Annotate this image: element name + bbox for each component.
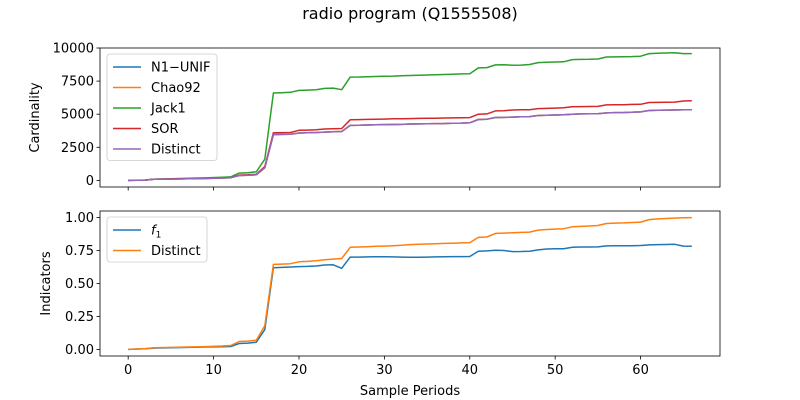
series-line-0-4 — [128, 108, 692, 182]
x-tick-label-1-1: 10 — [205, 363, 222, 378]
legend-label-0-1: Chao92 — [151, 81, 201, 96]
y-tick-label-0-0: 0 — [86, 174, 94, 189]
y-tick-label-0-1: 2500 — [61, 141, 94, 156]
legend-label-0-2: Jack1 — [150, 102, 186, 117]
y-tick-label-0-4: 10000 — [53, 42, 94, 57]
x-tick-label-1-2: 20 — [291, 363, 308, 378]
y-tick-label-0-3: 7500 — [61, 75, 94, 90]
x-tick-label-1-4: 40 — [462, 363, 479, 378]
y-tick-label-1-0: 0.00 — [65, 343, 94, 358]
y-tick-label-1-1: 0.25 — [65, 310, 94, 325]
legend-label-0-4: Distinct — [151, 143, 201, 158]
y-tick-label-1-3: 0.75 — [65, 244, 94, 259]
x-tick-label-1-6: 60 — [632, 363, 649, 378]
legend-label-1-1: Distinct — [151, 244, 201, 259]
y-tick-label-0-2: 5000 — [61, 108, 94, 123]
plot-frame-0 — [99, 47, 721, 188]
x-tick-label-1-0: 0 — [124, 363, 132, 378]
series-line-1-0 — [128, 243, 692, 351]
series-line-0-2 — [128, 52, 692, 182]
x-tick-label-1-5: 50 — [547, 363, 564, 378]
cardinality-chart: 0 2500 5000 7500 10000 Cardinality N1−UNIF Chao… — [28, 42, 721, 191]
legend-label-0-3: SOR — [151, 122, 179, 137]
y-tick-label-1-2: 0.50 — [65, 277, 94, 292]
indicators-chart: 0 10 20 30 40 50 60 0.00 0.25 0.50 0.75 1.00 Indicat… — [39, 210, 721, 399]
legend-label-0-0: N1−UNIF — [151, 61, 210, 76]
legend-label-1-0: f1 — [151, 224, 161, 241]
x-tick-label-1-3: 30 — [376, 363, 393, 378]
series-line-1-1 — [128, 216, 692, 351]
y-axis-label-0: Cardinality — [28, 82, 43, 153]
figure-title: radio program (Q1555508) — [302, 4, 518, 23]
y-tick-label-1-4: 1.00 — [65, 211, 94, 226]
y-axis-label-1: Indicators — [39, 251, 54, 315]
x-axis-label-1: Sample Periods — [360, 384, 460, 399]
legend-box-0 — [106, 53, 218, 161]
